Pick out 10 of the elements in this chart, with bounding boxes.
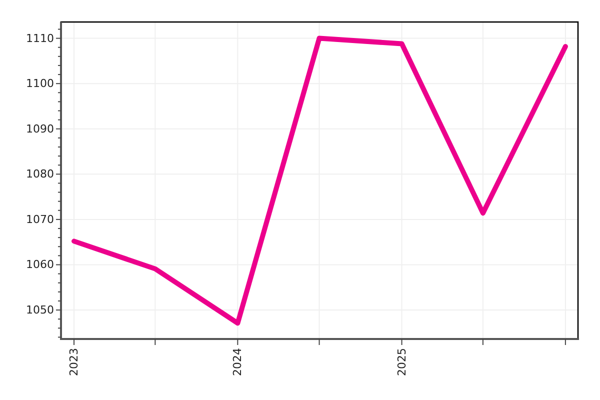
- y-tick-label: 1100: [26, 77, 54, 90]
- y-tick-label: 1080: [26, 168, 54, 181]
- y-tick-label: 1110: [26, 32, 54, 45]
- y-tick-label: 1070: [26, 212, 54, 226]
- x-tick-label: 2024: [231, 348, 244, 376]
- y-tick-label: 1090: [26, 122, 54, 136]
- y-tick-label: 1060: [26, 258, 54, 272]
- y-tick-label: 1050: [26, 304, 54, 317]
- x-tick-label: 2023: [68, 348, 81, 376]
- x-tick-label: 2025: [395, 348, 408, 376]
